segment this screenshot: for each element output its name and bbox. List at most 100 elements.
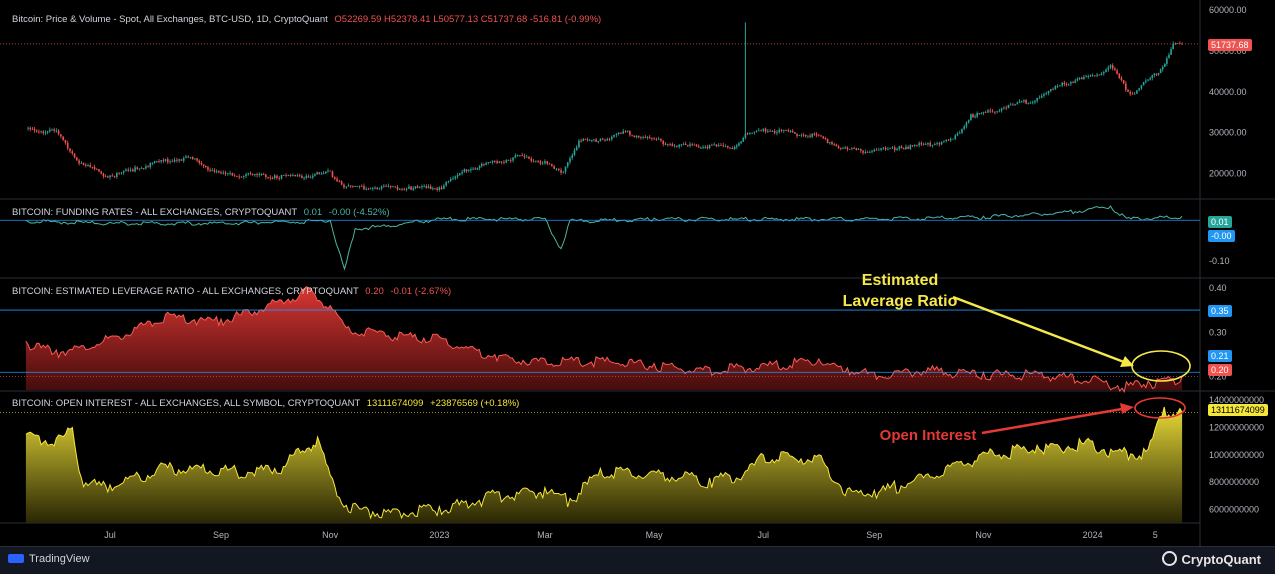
footer-bar: TradingView CryptoQuant — [0, 546, 1275, 574]
price-candle — [963, 126, 965, 129]
price-candle — [967, 120, 970, 123]
price-candle — [38, 131, 40, 133]
price-candle — [222, 172, 225, 174]
price-candle — [301, 175, 303, 179]
price-candle — [31, 129, 34, 130]
price-candle — [1176, 43, 1179, 45]
price-candle — [833, 144, 835, 146]
price-candle — [1061, 82, 1063, 86]
price-candle — [496, 161, 498, 164]
price-candle — [546, 161, 549, 164]
price-candle — [76, 157, 78, 161]
leverage-label-b: 0.21 — [1208, 350, 1232, 362]
leverage-annotation-arrow — [952, 295, 1125, 364]
price-candle — [204, 165, 207, 168]
price-candle — [394, 186, 397, 188]
price-candle — [427, 186, 430, 188]
price-candle — [247, 173, 250, 175]
price-candle — [1005, 107, 1008, 109]
price-candle — [555, 168, 558, 170]
price-candle — [84, 164, 87, 166]
price-candle — [560, 170, 562, 173]
price-candle — [51, 129, 53, 131]
price-candle — [736, 145, 738, 147]
price-candle — [333, 177, 336, 179]
price-candle — [620, 132, 622, 134]
leverage-label-c: 0.20 — [1208, 364, 1232, 376]
price-candle — [791, 130, 794, 133]
price-candle — [998, 110, 1001, 112]
price-candle — [898, 146, 901, 149]
price-candle — [804, 134, 807, 137]
price-candle — [613, 134, 615, 137]
price-candle — [514, 155, 517, 158]
price-candle — [136, 167, 139, 169]
price-candle — [991, 111, 994, 113]
price-candle — [358, 185, 361, 187]
price-candle — [700, 147, 702, 149]
price-candle — [642, 137, 644, 138]
price-candle — [961, 128, 963, 133]
price-candle — [57, 130, 60, 135]
price-candle — [452, 178, 454, 180]
price-candle — [706, 146, 709, 149]
price-candle — [1149, 78, 1151, 80]
price-candle — [924, 144, 927, 145]
price-candle — [111, 175, 114, 177]
price-candle — [249, 173, 252, 175]
price-candle — [1172, 43, 1174, 50]
price-candle — [1014, 104, 1016, 106]
price-candle — [695, 144, 698, 147]
price-candle — [678, 144, 680, 147]
price-candle — [655, 138, 658, 140]
price-candle — [920, 143, 923, 145]
price-candle — [943, 141, 945, 142]
price-candle — [746, 133, 749, 135]
price-candle — [989, 110, 992, 112]
price-candle — [802, 134, 805, 136]
cryptoquant-logo[interactable]: CryptoQuant — [1161, 551, 1261, 567]
price-candle — [93, 167, 96, 170]
price-candle — [408, 186, 410, 189]
price-candle — [64, 139, 67, 143]
price-candle — [292, 175, 294, 176]
price-candle — [785, 130, 787, 131]
price-candle — [913, 144, 916, 146]
price-candle — [129, 169, 132, 171]
leverage-annotation: Estimated Laverage Ratio — [842, 272, 958, 310]
high-value: 52378.41 — [390, 14, 431, 25]
price-candle — [787, 130, 790, 132]
price-candle — [844, 147, 847, 149]
price-candle — [720, 145, 722, 146]
price-candle — [907, 146, 909, 149]
price-candle — [591, 140, 593, 141]
price-candle — [767, 130, 769, 132]
price-candle — [1174, 43, 1177, 45]
price-candle — [461, 171, 463, 174]
price-candle — [965, 122, 968, 127]
price-candle — [151, 162, 154, 164]
tradingview-logo[interactable]: TradingView — [8, 553, 90, 565]
price-axis-tick-label: 20000.00 — [1209, 168, 1247, 178]
price-candle — [794, 132, 796, 134]
funding-title: BITCOIN: FUNDING RATES - ALL EXCHANGES, … — [12, 207, 298, 218]
price-candle — [1003, 107, 1005, 109]
price-candle — [200, 162, 203, 165]
price-candle — [113, 176, 116, 177]
leverage-change: -0.01 (-2.67%) — [390, 286, 452, 297]
price-candle — [1168, 54, 1170, 59]
x-axis-tick-label: Nov — [322, 530, 339, 540]
open-label: O — [334, 14, 342, 25]
price-candle — [972, 114, 974, 118]
price-candle — [87, 165, 89, 166]
price-candle — [601, 138, 604, 140]
price-candle — [392, 186, 394, 188]
price-candle — [169, 161, 171, 163]
price-candle — [1080, 77, 1083, 80]
price-candle — [680, 144, 683, 146]
low-value: 50577.13 — [438, 14, 479, 25]
price-candle — [1140, 85, 1143, 89]
leverage-series-line — [25, 286, 1183, 394]
price-candle — [597, 141, 600, 143]
